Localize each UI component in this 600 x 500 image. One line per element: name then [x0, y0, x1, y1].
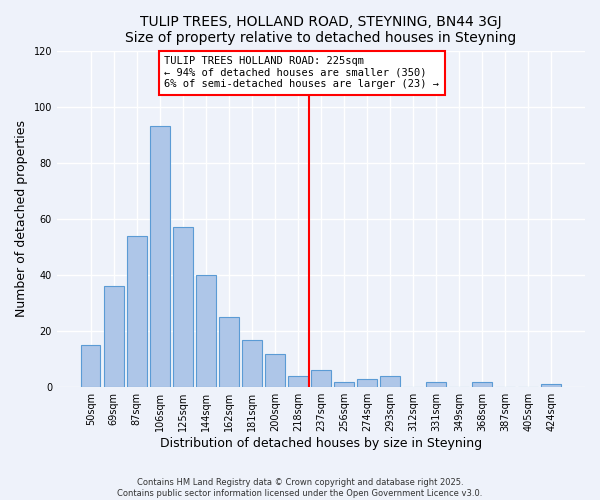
Bar — [104, 286, 124, 387]
Bar — [288, 376, 308, 387]
Bar — [541, 384, 561, 387]
Bar — [472, 382, 492, 387]
Bar — [426, 382, 446, 387]
Bar — [357, 379, 377, 387]
Bar — [265, 354, 284, 387]
Text: TULIP TREES HOLLAND ROAD: 225sqm
← 94% of detached houses are smaller (350)
6% o: TULIP TREES HOLLAND ROAD: 225sqm ← 94% o… — [164, 56, 439, 90]
Bar — [173, 228, 193, 387]
Bar — [311, 370, 331, 387]
Bar — [127, 236, 146, 387]
Bar — [150, 126, 170, 387]
Bar — [242, 340, 262, 387]
X-axis label: Distribution of detached houses by size in Steyning: Distribution of detached houses by size … — [160, 437, 482, 450]
Bar — [219, 317, 239, 387]
Bar — [380, 376, 400, 387]
Text: Contains HM Land Registry data © Crown copyright and database right 2025.
Contai: Contains HM Land Registry data © Crown c… — [118, 478, 482, 498]
Title: TULIP TREES, HOLLAND ROAD, STEYNING, BN44 3GJ
Size of property relative to detac: TULIP TREES, HOLLAND ROAD, STEYNING, BN4… — [125, 15, 517, 45]
Bar — [334, 382, 354, 387]
Bar — [196, 275, 215, 387]
Y-axis label: Number of detached properties: Number of detached properties — [15, 120, 28, 318]
Bar — [81, 345, 100, 387]
